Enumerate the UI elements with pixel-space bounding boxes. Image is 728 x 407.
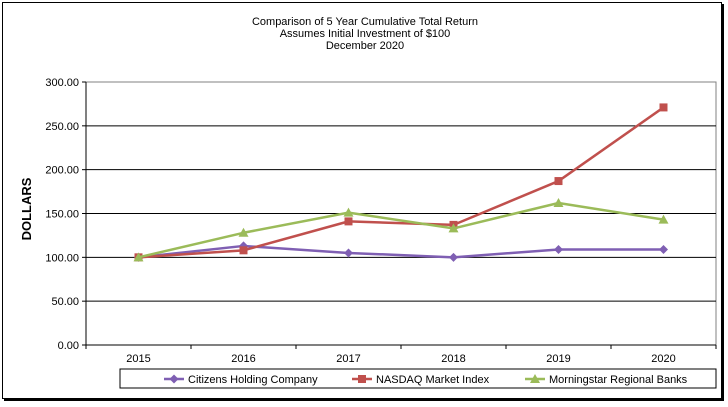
series-group (133, 103, 669, 262)
x-axis-ticks: 2015 2016 2017 2018 2019 2020 (85, 344, 717, 365)
title-line-2: Assumes Initial Investment of $100 (280, 28, 451, 40)
line-chart: Comparison of 5 Year Cumulative Total Re… (19, 16, 717, 389)
y-tick-label-6: 300.00 (45, 77, 79, 89)
title-line-1: Comparison of 5 Year Cumulative Total Re… (252, 16, 478, 28)
x-tick-label-2015: 2015 (126, 353, 150, 365)
x-tick-label-2019: 2019 (546, 353, 570, 365)
data-point-2-1 (238, 227, 249, 237)
series-line-0 (138, 244, 664, 259)
y-tick-label-4: 200.00 (45, 165, 79, 177)
data-point-1-1 (239, 246, 248, 255)
x-tick-label-2016: 2016 (231, 353, 255, 365)
legend-marker-2 (530, 374, 540, 383)
chart-frame: Comparison of 5 Year Cumulative Total Re… (2, 2, 722, 399)
legend-box (119, 368, 717, 389)
y-tick-label-3: 150.00 (45, 209, 79, 221)
y-tick-label-0: 0.00 (58, 340, 79, 352)
legend-marker-0 (169, 374, 179, 384)
x-tick-label-2017: 2017 (336, 353, 360, 365)
data-point-0-4 (554, 244, 563, 254)
y-axis-label: DOLLARS (19, 177, 34, 240)
x-tick-label-2018: 2018 (441, 353, 465, 365)
data-point-2-0 (133, 252, 144, 262)
y-axis-ticks: 0.00 50.00 100.00 150.00 200.00 250.00 300.00 (45, 77, 87, 352)
chart-title: Comparison of 5 Year Cumulative Total Re… (252, 16, 478, 52)
y-tick-label-2: 100.00 (45, 252, 79, 264)
data-point-1-4 (554, 177, 563, 186)
legend-label-1: NASDAQ Market Index (376, 374, 490, 386)
data-point-2-2 (343, 207, 354, 217)
legend-marker-1 (358, 375, 366, 383)
gridlines (86, 125, 716, 302)
title-line-3: December 2020 (326, 40, 404, 52)
legend-label-2: Morningstar Regional Banks (549, 374, 688, 386)
data-point-0-3 (449, 252, 458, 262)
series-2 (133, 197, 669, 262)
data-point-2-4 (553, 197, 564, 207)
x-tick-label-2020: 2020 (651, 353, 675, 365)
series-line-2 (138, 201, 664, 259)
series-line-1 (138, 106, 665, 259)
data-point-2-3 (448, 223, 459, 233)
data-point-0-2 (344, 248, 353, 258)
legend-label-0: Citizens Holding Company (188, 374, 318, 386)
data-point-1-2 (344, 217, 353, 226)
data-point-2-5 (658, 214, 669, 224)
y-tick-label-1: 50.00 (51, 296, 79, 308)
data-point-1-5 (659, 103, 668, 112)
y-tick-label-5: 250.00 (45, 121, 79, 133)
legend: Citizens Holding Company NASDAQ Market In… (164, 374, 688, 386)
data-point-0-5 (659, 244, 668, 254)
